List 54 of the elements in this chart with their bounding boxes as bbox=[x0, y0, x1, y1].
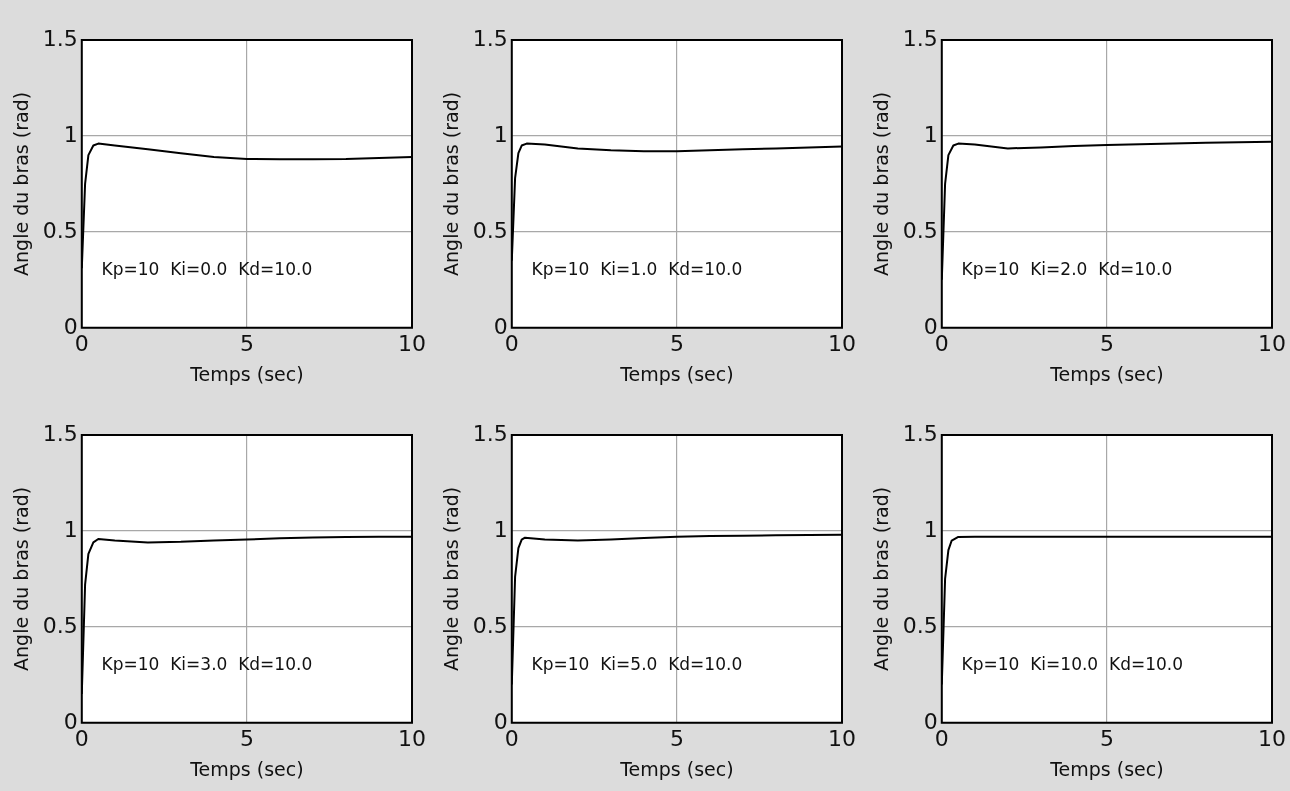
x-axis-title: Temps (sec) bbox=[619, 362, 734, 385]
x-tick-label: 10 bbox=[1258, 725, 1286, 751]
annotation: Kp=10 Ki=10.0 Kd=10.0 bbox=[961, 653, 1184, 674]
annotation: Kp=10 Ki=2.0 Kd=10.0 bbox=[961, 258, 1173, 279]
y-tick-label: 1 bbox=[63, 121, 78, 147]
y-tick-label: 0 bbox=[63, 313, 78, 339]
x-tick-label: 5 bbox=[669, 725, 684, 751]
y-axis-title: Angle du bras (rad) bbox=[10, 486, 33, 671]
y-tick-label: 1 bbox=[493, 516, 508, 542]
x-tick-label: 5 bbox=[1099, 330, 1114, 356]
x-tick-label: 10 bbox=[828, 330, 856, 356]
x-tick-label: 10 bbox=[398, 725, 426, 751]
y-tick-label: 0 bbox=[63, 708, 78, 734]
x-axis-title: Temps (sec) bbox=[189, 757, 304, 780]
x-tick-label: 5 bbox=[1099, 725, 1114, 751]
y-tick-label: 1.5 bbox=[902, 25, 938, 51]
x-axis-title: Temps (sec) bbox=[619, 757, 734, 780]
x-axis-title: Temps (sec) bbox=[189, 362, 304, 385]
x-tick-label: 10 bbox=[398, 330, 426, 356]
y-tick-label: 0.5 bbox=[902, 612, 938, 638]
y-tick-label: 0.5 bbox=[472, 217, 508, 243]
y-tick-label: 1 bbox=[63, 516, 78, 542]
annotation: Kp=10 Ki=0.0 Kd=10.0 bbox=[101, 258, 313, 279]
y-tick-label: 0.5 bbox=[42, 217, 78, 243]
y-axis-title: Angle du bras (rad) bbox=[440, 91, 463, 276]
y-tick-label: 1 bbox=[923, 121, 938, 147]
x-tick-label: 10 bbox=[1258, 330, 1286, 356]
x-tick-label: 5 bbox=[239, 330, 254, 356]
x-axis-title: Temps (sec) bbox=[1049, 757, 1164, 780]
y-tick-label: 0 bbox=[493, 313, 508, 339]
y-tick-label: 1 bbox=[493, 121, 508, 147]
y-axis-title: Angle du bras (rad) bbox=[870, 486, 893, 671]
y-tick-label: 0.5 bbox=[42, 612, 78, 638]
y-tick-label: 1.5 bbox=[902, 420, 938, 446]
annotation: Kp=10 Ki=1.0 Kd=10.0 bbox=[531, 258, 743, 279]
y-axis-title: Angle du bras (rad) bbox=[10, 91, 33, 276]
annotation: Kp=10 Ki=3.0 Kd=10.0 bbox=[101, 653, 313, 674]
y-tick-label: 0.5 bbox=[472, 612, 508, 638]
y-tick-label: 0 bbox=[493, 708, 508, 734]
y-tick-label: 1.5 bbox=[42, 25, 78, 51]
y-tick-label: 0.5 bbox=[902, 217, 938, 243]
y-tick-label: 0 bbox=[923, 313, 938, 339]
y-tick-label: 1.5 bbox=[42, 420, 78, 446]
y-tick-label: 0 bbox=[923, 708, 938, 734]
y-axis-title: Angle du bras (rad) bbox=[870, 91, 893, 276]
y-axis-title: Angle du bras (rad) bbox=[440, 486, 463, 671]
y-tick-label: 1.5 bbox=[472, 420, 508, 446]
annotation: Kp=10 Ki=5.0 Kd=10.0 bbox=[531, 653, 743, 674]
x-tick-label: 10 bbox=[828, 725, 856, 751]
y-tick-label: 1 bbox=[923, 516, 938, 542]
x-tick-label: 5 bbox=[669, 330, 684, 356]
x-tick-label: 5 bbox=[239, 725, 254, 751]
y-tick-label: 1.5 bbox=[472, 25, 508, 51]
x-axis-title: Temps (sec) bbox=[1049, 362, 1164, 385]
